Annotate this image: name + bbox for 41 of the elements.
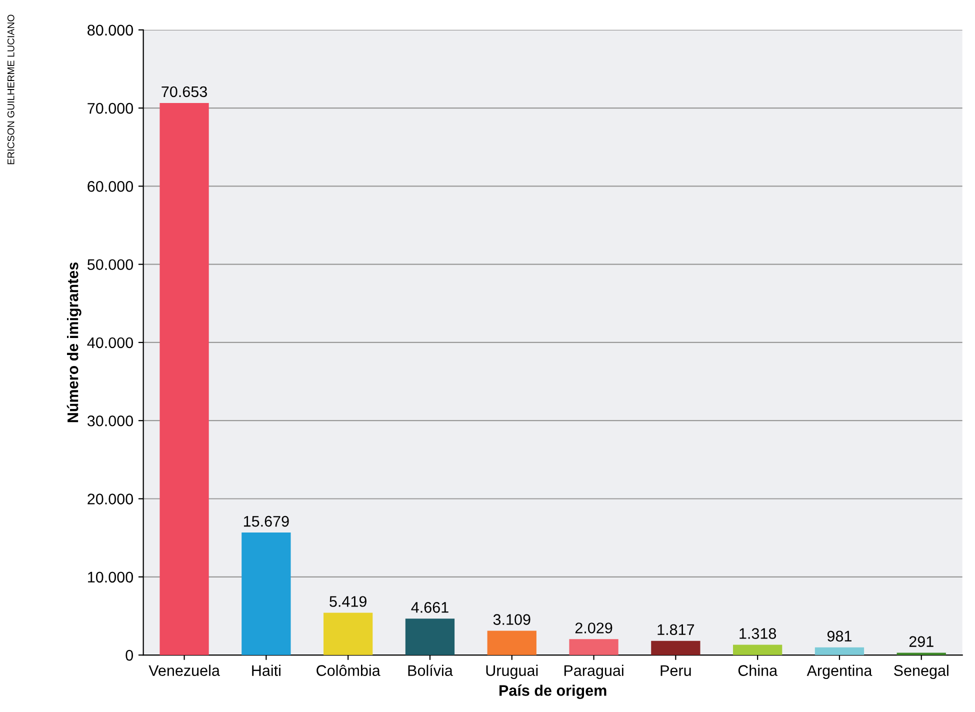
bar: [405, 618, 455, 656]
y-tick-label: 70.000: [88, 102, 134, 114]
y-axis-title: Número de imigrantes: [66, 262, 82, 422]
x-tick-label: Argentina: [806, 664, 872, 680]
data-label: 981: [827, 630, 852, 642]
x-tick-label: China: [738, 664, 778, 676]
data-label: 15.679: [244, 516, 289, 527]
y-tick-label: 80.000: [88, 24, 134, 36]
x-tick-label: Haiti: [252, 664, 280, 676]
y-tick-label: 0: [126, 650, 134, 661]
y-tick-label: 40.000: [87, 337, 134, 348]
bar: [651, 640, 700, 656]
data-label: 5.419: [330, 596, 366, 607]
x-tick-label: Venezuela: [148, 664, 220, 676]
x-tick-label: Peru: [660, 665, 691, 676]
bar: [733, 644, 782, 656]
data-label: 291: [909, 636, 934, 647]
bar: [242, 532, 291, 656]
y-tick-label: 20.000: [88, 494, 134, 504]
bar: [324, 612, 373, 656]
text: ERICSON GUILHERME LUCIANO: [7, 14, 14, 164]
x-tick-label: Uruguai: [486, 664, 538, 680]
bar: [569, 639, 618, 656]
y-tick-label: 50.000: [87, 259, 134, 270]
data-label: 2.029: [575, 622, 612, 634]
y-tick-label: 10.000: [88, 572, 134, 583]
bar: [814, 647, 864, 656]
bar: [160, 102, 209, 656]
data-label: 4.661: [411, 602, 448, 613]
bar: [487, 630, 536, 656]
x-tick-label: Bolívia: [408, 664, 453, 676]
x-tick-label: Paraguai: [564, 664, 624, 680]
data-label: 1.318: [740, 628, 776, 639]
data-label: 70.653: [162, 86, 207, 98]
y-tick-label: 60.000: [88, 181, 134, 192]
x-tick-label: Colômbia: [316, 664, 380, 676]
x-axis-title: País de origem: [500, 684, 606, 699]
data-label: 3.109: [493, 614, 530, 625]
y-tick-label: 30.000: [87, 415, 134, 426]
x-tick-label: Senegal: [894, 664, 948, 680]
data-label: 1.817: [658, 624, 694, 636]
